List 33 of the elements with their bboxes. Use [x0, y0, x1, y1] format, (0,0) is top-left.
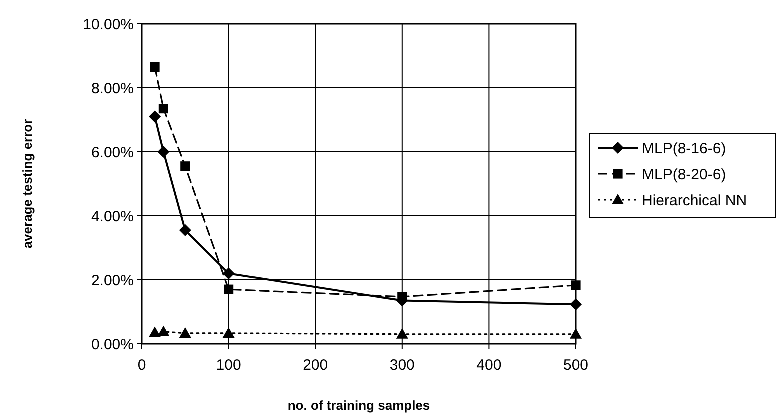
y-tick-label: 8.00%: [91, 80, 134, 98]
point: [222, 268, 235, 280]
point: [222, 327, 235, 338]
legend-label: Hierarchical NN: [642, 192, 748, 210]
y-axis-title: average testing error: [20, 119, 35, 249]
x-tick-label: 400: [476, 357, 502, 374]
y-tick-label: 4.00%: [91, 208, 134, 226]
point: [396, 328, 408, 339]
point: [150, 62, 160, 72]
y-tick-label: 10.00%: [83, 16, 134, 34]
point: [179, 224, 192, 236]
y-tick-label: 0.00%: [91, 336, 134, 354]
x-tick-label: 0: [138, 357, 146, 374]
legend-label: MLP(8-20-6): [642, 166, 726, 184]
point: [180, 162, 190, 172]
y-tick-label: 6.00%: [91, 144, 134, 162]
point: [224, 284, 234, 294]
point: [570, 328, 582, 339]
x-tick-label: 300: [390, 357, 415, 374]
legend-label: MLP(8-16-6): [642, 140, 726, 158]
point: [571, 280, 581, 290]
point: [158, 146, 170, 158]
x-tick-label: 200: [303, 357, 328, 374]
point: [149, 110, 162, 123]
point: [158, 104, 168, 114]
x-axis-title: no. of training samples: [288, 398, 430, 413]
point: [179, 327, 192, 338]
x-tick-label: 500: [563, 357, 589, 374]
point: [570, 298, 582, 311]
x-tick-label: 100: [216, 357, 242, 374]
point: [158, 326, 170, 336]
point: [149, 326, 162, 338]
y-tick-label: 2.00%: [91, 272, 134, 290]
